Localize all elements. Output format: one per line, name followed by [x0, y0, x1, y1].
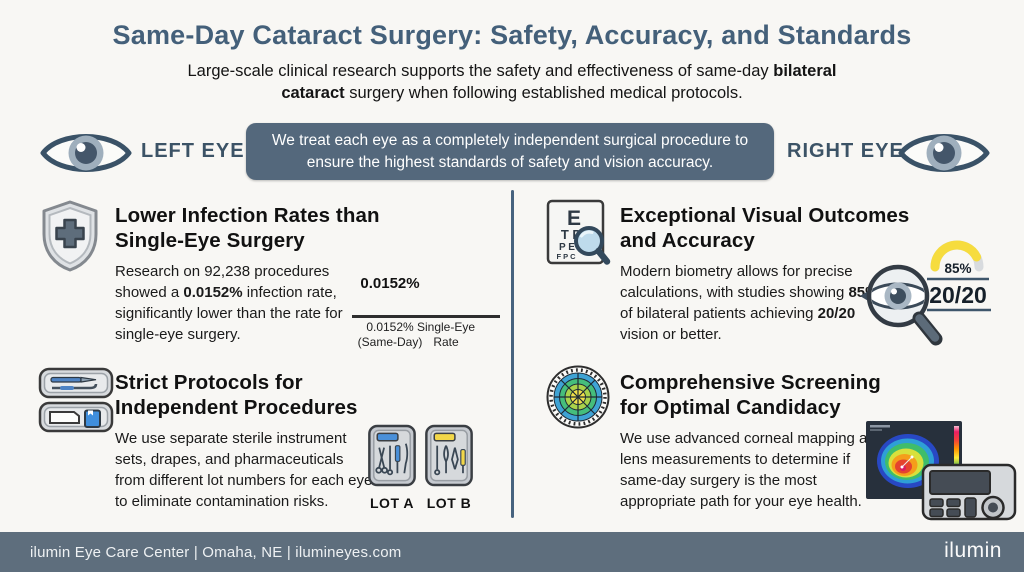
center-message-banner: We treat each eye as a completely indepe… [246, 123, 774, 180]
chart-baseline [352, 315, 500, 318]
shield-medical-icon [38, 199, 102, 273]
gauge-arc [930, 240, 982, 272]
eye-chart-icon: E T P P E F P C [545, 199, 611, 271]
left-eye-icon [40, 124, 132, 182]
infection-body: Research on 92,238 procedures showed a 0… [115, 263, 343, 343]
screening-body: We use advanced corneal mapping and lens… [620, 430, 885, 510]
outcomes-graphic: 85% 20/20 [850, 232, 1024, 350]
infection-bar-chart: 0.0152% 0.0152% (Same-Day) Single-Eye Ra… [352, 226, 500, 354]
outcomes-body: Modern biometry allows for precise calcu… [620, 263, 879, 343]
footer-logo: ilumin [944, 539, 1002, 562]
page-title: Same-Day Cataract Surgery: Safety, Accur… [112, 20, 912, 50]
right-eye-label: RIGHT EYE [787, 140, 904, 162]
eye-chart-row4: F P C [556, 252, 576, 261]
biometry-device-icon [921, 463, 1017, 521]
lot-a-tray: LOT A [367, 424, 417, 511]
axis-label-single-eye: Single-Eye Rate [416, 320, 476, 349]
axis-label-same-day: 0.0152% (Same-Day) [357, 320, 423, 349]
lot-b-tray: LOT B [424, 424, 474, 511]
lot-a-label: LOT A [370, 495, 414, 511]
footer-bar: ilumin Eye Care Center | Omaha, NE | ilu… [0, 532, 1024, 572]
eye-chart-row3: P E [559, 242, 575, 253]
gauge-value: 85% [944, 261, 971, 276]
bar-single-eye [426, 233, 464, 317]
footer-info: ilumin Eye Care Center | Omaha, NE | ilu… [30, 543, 402, 561]
eye-chart-row1: E [567, 207, 581, 230]
left-eye-label: LEFT EYE [141, 140, 245, 162]
infection-heading: Lower Infection Rates than Single-Eye Su… [115, 204, 380, 252]
instrument-trays-icon [38, 367, 114, 433]
lot-b-label: LOT B [426, 495, 472, 511]
chart-data-label: 0.0152% [360, 275, 420, 292]
magnifier-eye-icon [860, 264, 943, 346]
vertical-divider [511, 190, 514, 518]
screening-graphic [866, 421, 1018, 521]
topography-dial-icon [545, 364, 611, 430]
right-eye-icon [898, 124, 990, 182]
lot-a-tray-icon [368, 424, 416, 487]
lot-b-tray-icon [425, 424, 473, 487]
topography-map-graphic [866, 421, 962, 499]
outcomes-heading: Exceptional Visual Outcomes and Accuracy [620, 204, 910, 252]
protocols-heading: Strict Protocols for Independent Procedu… [115, 371, 358, 419]
vision-value: 20/20 [929, 282, 987, 308]
screening-heading: Comprehensive Screening for Optimal Cand… [620, 371, 881, 419]
protocols-body: We use separate sterile instrument sets,… [115, 430, 373, 510]
subtitle: Large-scale clinical research supports t… [187, 62, 837, 102]
